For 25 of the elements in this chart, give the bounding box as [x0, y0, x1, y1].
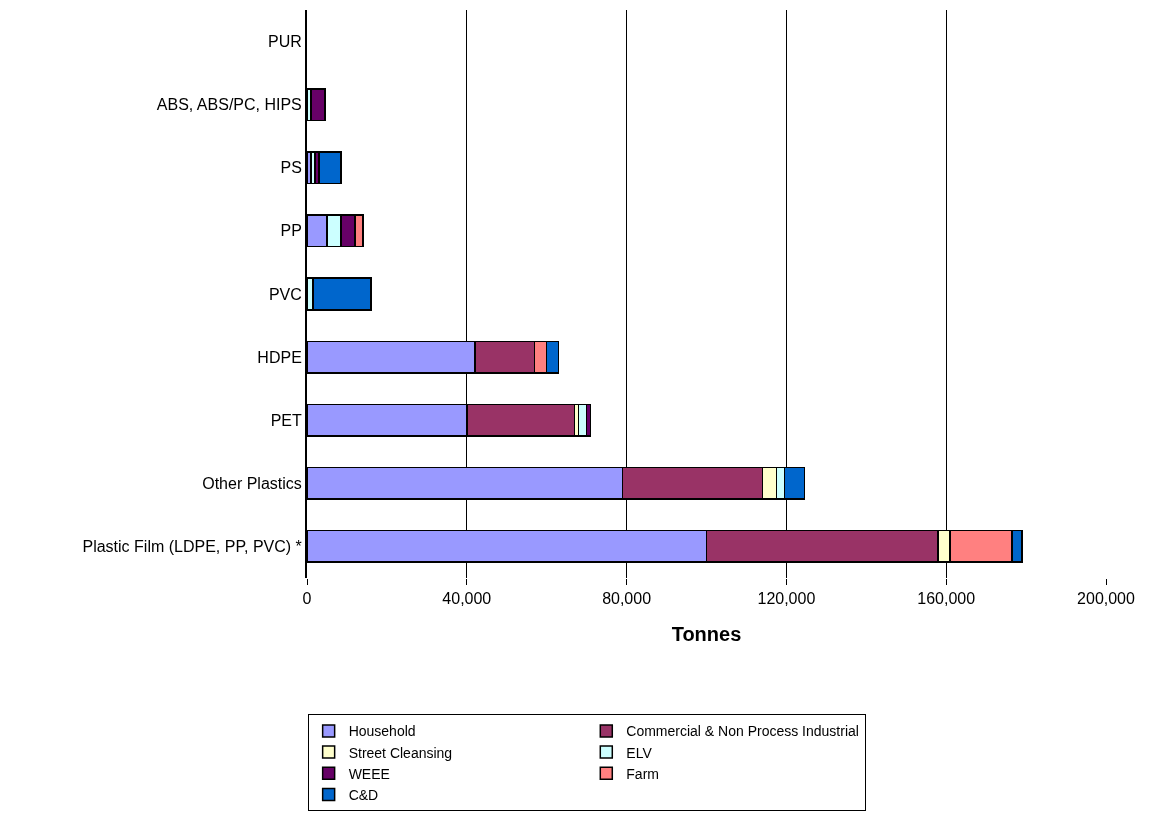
x-tick-label: 120,000	[757, 590, 816, 608]
y-tick-label: PS	[280, 159, 302, 177]
x-tick-label: 80,000	[602, 590, 652, 608]
legend-label: Farm	[626, 765, 659, 782]
legend-label: ELV	[626, 744, 653, 761]
x-tick-label: 200,000	[1077, 590, 1136, 608]
y-tick-label: HDPE	[257, 348, 302, 366]
legend-label: Street Cleansing	[348, 744, 453, 761]
bar	[318, 151, 342, 185]
legend-label: C&D	[348, 786, 379, 803]
y-tick-label: PP	[280, 222, 302, 240]
x-axis-title: Tonnes	[671, 622, 742, 645]
y-tick-label: Other Plastics	[202, 474, 302, 492]
legend-label: Household	[348, 723, 416, 740]
bar	[310, 88, 326, 122]
x-tick-label: 40,000	[442, 590, 492, 608]
legend-label: WEEE	[348, 765, 390, 782]
y-tick-label: Plastic Film (LDPE, PP, PVC) *	[82, 538, 302, 556]
y-tick-label: PUR	[268, 33, 302, 51]
legend-label: Commercial & Non Process Industrial	[626, 723, 859, 740]
y-tick-label: PET	[270, 411, 303, 429]
y-tick-label: ABS, ABS/PC, HIPS	[156, 96, 302, 114]
x-tick-label: 160,000	[917, 590, 976, 608]
x-tick-label: 0	[302, 590, 312, 608]
y-tick-label: PVC	[268, 285, 302, 303]
